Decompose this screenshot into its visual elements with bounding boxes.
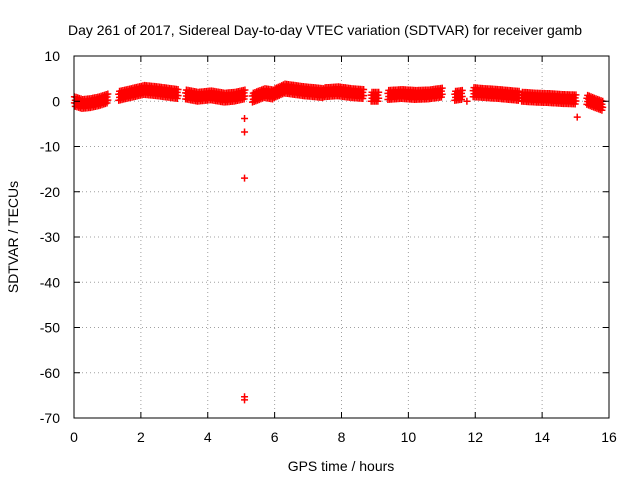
y-tick-label: -50 xyxy=(40,320,60,336)
data-point xyxy=(174,85,182,93)
data-point xyxy=(241,396,249,404)
data-points xyxy=(70,80,607,404)
chart-title: Day 261 of 2017, Sidereal Day-to-day VTE… xyxy=(68,22,582,38)
x-tick-label: 2 xyxy=(137,429,145,445)
data-point xyxy=(104,90,112,98)
data-point xyxy=(375,94,383,102)
data-point xyxy=(360,85,368,93)
data-point xyxy=(241,128,249,136)
x-tick-label: 4 xyxy=(204,429,212,445)
data-point xyxy=(174,92,182,100)
data-point xyxy=(572,97,580,105)
data-point xyxy=(241,86,249,94)
grid-lines xyxy=(74,56,609,418)
x-tick-label: 16 xyxy=(601,429,617,445)
data-point xyxy=(458,86,466,94)
data-point xyxy=(241,114,249,122)
y-tick-label: -30 xyxy=(40,229,60,245)
data-point xyxy=(241,174,249,182)
data-point xyxy=(458,92,466,100)
x-axis-label: GPS time / hours xyxy=(288,458,395,474)
y-tick-label: -10 xyxy=(40,139,60,155)
data-point xyxy=(463,97,471,105)
x-tick-label: 6 xyxy=(271,429,279,445)
data-point xyxy=(599,103,607,111)
x-tick-label: 8 xyxy=(338,429,346,445)
y-tick-label: -70 xyxy=(40,410,60,426)
axis-ticks: 0 2 4 6 8 10 12 14 16 10 0 -10 -20 -30 -40 -50 -60 -70 xyxy=(40,48,617,445)
x-tick-label: 12 xyxy=(467,429,483,445)
y-tick-label: -40 xyxy=(40,274,60,290)
x-tick-label: 10 xyxy=(401,429,417,445)
data-point xyxy=(360,92,368,100)
y-tick-label: -20 xyxy=(40,184,60,200)
data-point xyxy=(573,113,581,121)
data-point xyxy=(572,91,580,99)
x-tick-label: 0 xyxy=(70,429,78,445)
data-point xyxy=(438,84,446,92)
data-point xyxy=(104,96,112,104)
data-point xyxy=(241,92,249,100)
data-point xyxy=(438,90,446,98)
y-tick-label: 10 xyxy=(44,48,60,64)
x-tick-label: 14 xyxy=(534,429,550,445)
y-tick-label: 0 xyxy=(52,93,60,109)
y-tick-label: -60 xyxy=(40,365,60,381)
y-axis-label: SDTVAR / TECUs xyxy=(5,181,21,293)
data-point xyxy=(515,87,523,95)
data-point xyxy=(375,88,383,96)
